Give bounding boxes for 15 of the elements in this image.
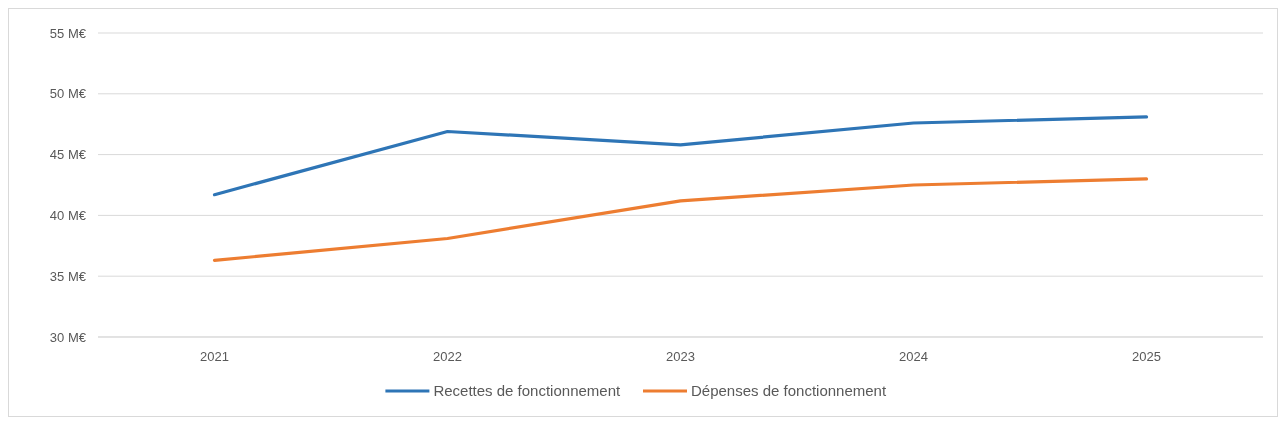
y-tick-label: 35 M€ bbox=[49, 268, 87, 284]
y-tick-label: 55 M€ bbox=[49, 25, 87, 41]
x-tick-label: 2024 bbox=[899, 349, 928, 364]
x-tick-label: 2022 bbox=[433, 349, 462, 364]
y-tick-label: 50 M€ bbox=[49, 86, 87, 102]
x-tick-label: 2023 bbox=[666, 349, 695, 364]
y-tick-label: 45 M€ bbox=[49, 147, 87, 163]
y-tick-label: 30 M€ bbox=[49, 329, 87, 345]
x-tick-label: 2025 bbox=[1132, 349, 1161, 364]
line-series bbox=[212, 177, 1149, 262]
line-series bbox=[212, 115, 1149, 197]
legend-label: Recettes de fonctionnement bbox=[433, 382, 622, 400]
y-tick-label: 40 M€ bbox=[49, 207, 87, 223]
legend-label: Dépenses de fonctionnement bbox=[691, 382, 887, 400]
x-tick-label: 2021 bbox=[200, 349, 229, 364]
